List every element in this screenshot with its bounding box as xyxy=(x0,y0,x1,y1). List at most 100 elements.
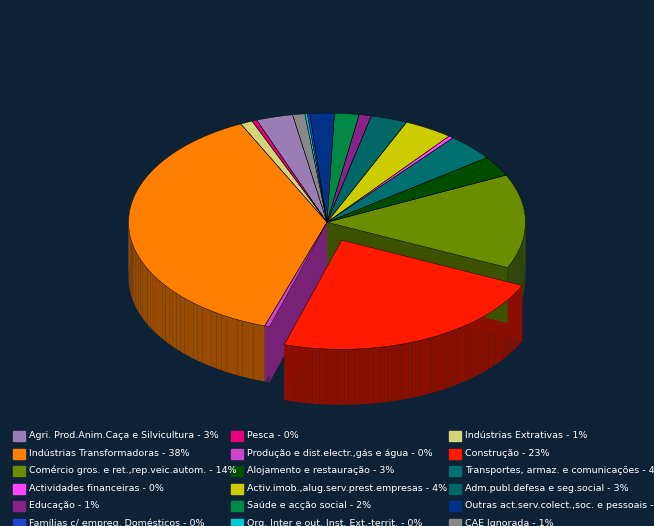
Polygon shape xyxy=(216,313,222,370)
Polygon shape xyxy=(284,240,523,349)
Polygon shape xyxy=(259,325,265,381)
Polygon shape xyxy=(269,222,327,382)
Polygon shape xyxy=(327,222,508,323)
Polygon shape xyxy=(153,275,156,333)
Text: Transportes, armaz. e comunicações - 4%: Transportes, armaz. e comunicações - 4% xyxy=(466,466,654,475)
Polygon shape xyxy=(459,327,462,383)
Polygon shape xyxy=(305,114,327,222)
Polygon shape xyxy=(143,263,145,321)
Polygon shape xyxy=(388,346,391,402)
Polygon shape xyxy=(484,315,486,372)
Polygon shape xyxy=(327,136,453,222)
Polygon shape xyxy=(438,335,441,391)
Polygon shape xyxy=(341,349,345,405)
Polygon shape xyxy=(435,336,438,392)
Polygon shape xyxy=(327,116,407,222)
Polygon shape xyxy=(177,294,181,351)
Polygon shape xyxy=(337,349,341,405)
Text: Pesca - 0%: Pesca - 0% xyxy=(247,431,299,440)
Polygon shape xyxy=(139,257,141,315)
Text: Agri. Prod.Anim.Caça e Silvicultura - 3%: Agri. Prod.Anim.Caça e Silvicultura - 3% xyxy=(29,431,219,440)
Bar xyxy=(449,501,461,511)
Polygon shape xyxy=(391,346,394,401)
Polygon shape xyxy=(377,347,381,403)
Polygon shape xyxy=(341,240,523,341)
Text: Activ.imob.,alug.serv.prest.empresas - 4%: Activ.imob.,alug.serv.prest.empresas - 4… xyxy=(247,483,447,492)
Text: Adm.publ.defesa e seg.social - 3%: Adm.publ.defesa e seg.social - 3% xyxy=(466,483,629,492)
Polygon shape xyxy=(327,115,371,222)
Polygon shape xyxy=(359,349,363,404)
Polygon shape xyxy=(162,283,165,341)
Text: Famílias c/ empreg. Domésticos - 0%: Famílias c/ empreg. Domésticos - 0% xyxy=(29,518,205,526)
Polygon shape xyxy=(207,309,212,367)
Polygon shape xyxy=(131,241,133,299)
Polygon shape xyxy=(515,255,516,312)
Polygon shape xyxy=(513,259,514,315)
Polygon shape xyxy=(292,114,327,222)
Polygon shape xyxy=(307,114,327,222)
Polygon shape xyxy=(432,337,435,393)
Polygon shape xyxy=(133,244,134,303)
Polygon shape xyxy=(470,322,473,379)
Polygon shape xyxy=(159,280,162,339)
Polygon shape xyxy=(462,326,465,382)
Polygon shape xyxy=(394,345,398,401)
Polygon shape xyxy=(502,302,504,360)
Bar xyxy=(449,431,461,441)
Bar xyxy=(231,449,243,459)
Polygon shape xyxy=(165,286,169,344)
Polygon shape xyxy=(510,263,511,320)
Bar xyxy=(449,483,461,493)
Text: Org. Inter e out. Inst. Ext.-territ. - 0%: Org. Inter e out. Inst. Ext.-territ. - 0… xyxy=(247,519,422,526)
Polygon shape xyxy=(129,208,130,267)
Polygon shape xyxy=(422,339,425,396)
Bar xyxy=(231,519,243,526)
Polygon shape xyxy=(493,309,496,366)
Bar xyxy=(13,501,25,511)
Polygon shape xyxy=(129,234,131,293)
Polygon shape xyxy=(305,348,309,403)
Polygon shape xyxy=(137,254,139,312)
Polygon shape xyxy=(323,349,327,404)
Polygon shape xyxy=(288,345,291,401)
Polygon shape xyxy=(135,250,137,309)
Text: Indústrias Transformadoras - 38%: Indústrias Transformadoras - 38% xyxy=(29,449,190,458)
Bar xyxy=(13,466,25,476)
Polygon shape xyxy=(156,278,159,336)
Text: Comércio gros. e ret.,rep.veic.autom. - 14%: Comércio gros. e ret.,rep.veic.autom. - … xyxy=(29,466,237,476)
Polygon shape xyxy=(257,115,327,222)
Text: Saúde e acção social - 2%: Saúde e acção social - 2% xyxy=(247,501,371,510)
Polygon shape xyxy=(468,323,470,380)
Bar xyxy=(13,431,25,441)
Polygon shape xyxy=(349,349,352,405)
Polygon shape xyxy=(134,247,135,306)
Polygon shape xyxy=(327,113,359,222)
Polygon shape xyxy=(334,349,337,405)
Polygon shape xyxy=(309,348,313,403)
Polygon shape xyxy=(509,264,510,321)
Polygon shape xyxy=(511,262,512,319)
Text: Educação - 1%: Educação - 1% xyxy=(29,501,99,510)
Polygon shape xyxy=(265,222,327,327)
Polygon shape xyxy=(473,320,476,378)
Polygon shape xyxy=(412,341,415,398)
Polygon shape xyxy=(451,330,453,387)
Polygon shape xyxy=(284,240,341,400)
Polygon shape xyxy=(517,289,519,347)
Polygon shape xyxy=(237,320,243,377)
Polygon shape xyxy=(428,338,432,394)
Bar xyxy=(13,519,25,526)
Text: Produção e dist.electr.,gás e água - 0%: Produção e dist.electr.,gás e água - 0% xyxy=(247,449,433,458)
Bar xyxy=(231,501,243,511)
Polygon shape xyxy=(198,305,202,363)
Polygon shape xyxy=(510,296,512,353)
Polygon shape xyxy=(373,348,377,403)
Polygon shape xyxy=(265,222,327,381)
Polygon shape xyxy=(150,272,153,330)
Polygon shape xyxy=(298,347,301,402)
Polygon shape xyxy=(194,303,198,361)
Polygon shape xyxy=(512,261,513,318)
Bar xyxy=(449,519,461,526)
Polygon shape xyxy=(327,122,449,222)
Polygon shape xyxy=(419,340,422,397)
